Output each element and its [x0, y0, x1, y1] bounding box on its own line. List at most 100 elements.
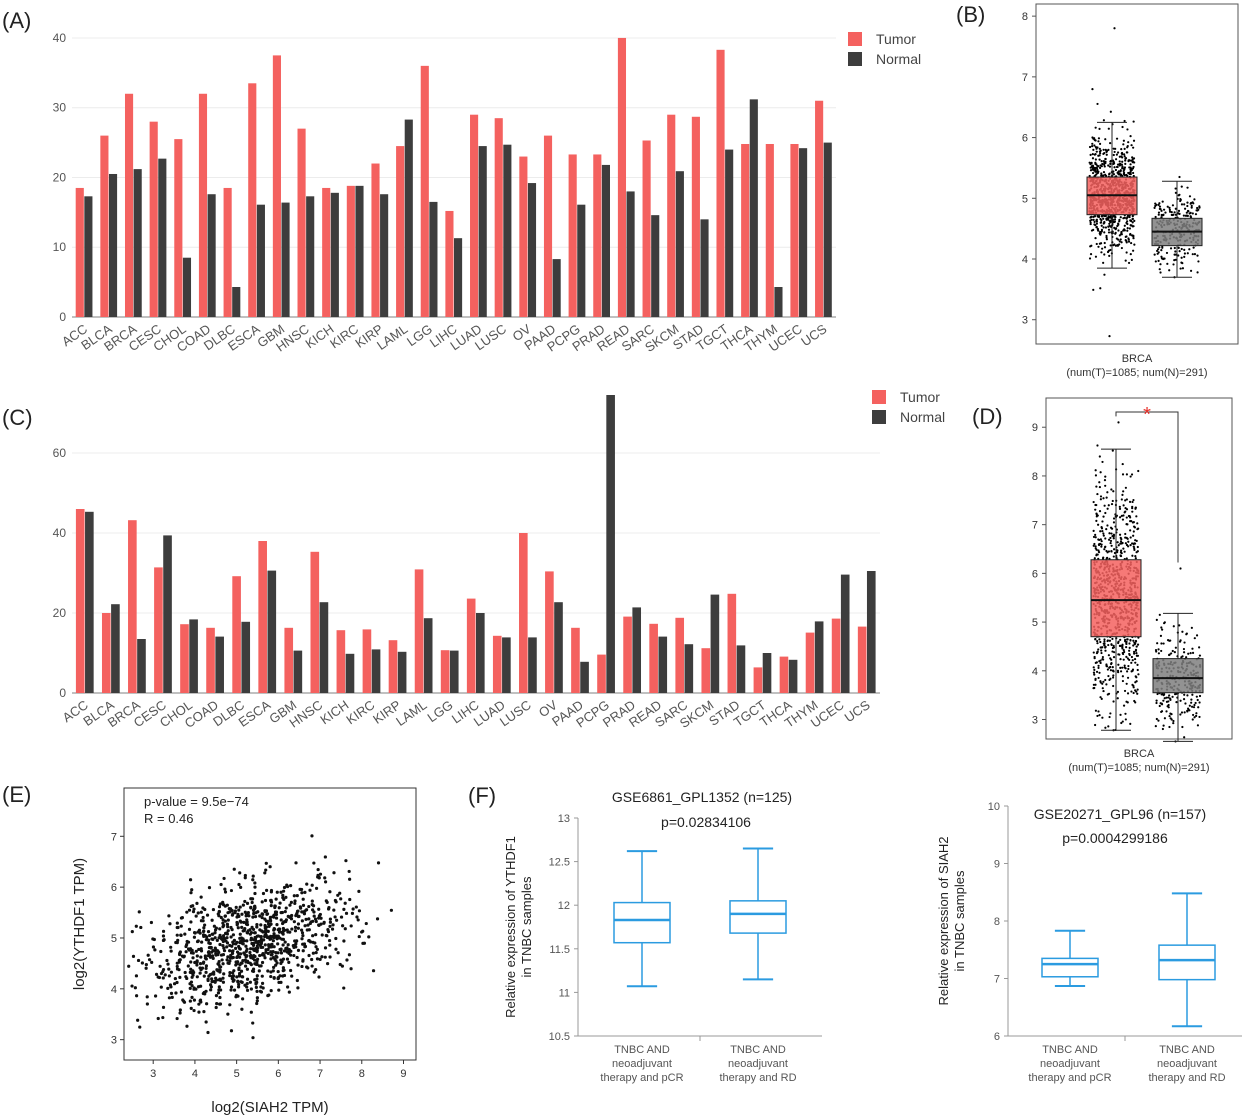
- scatter-point: [208, 941, 212, 946]
- scatter-point: [306, 923, 310, 927]
- data-point: [1110, 661, 1113, 665]
- data-point: [1095, 163, 1098, 166]
- data-point: [1187, 652, 1190, 655]
- data-point: [1102, 170, 1106, 174]
- data-point: [1125, 557, 1128, 560]
- y-tick-label: 5: [1032, 617, 1038, 629]
- data-point: [1092, 228, 1095, 231]
- scatter-point: [163, 973, 167, 977]
- data-point: [1116, 541, 1119, 544]
- scatter-point: [279, 951, 284, 955]
- scatter-point: [268, 865, 272, 869]
- y-tick-label: 5: [111, 933, 117, 945]
- scatter-point: [248, 961, 252, 965]
- bar-tumor: [543, 135, 553, 317]
- scatter-point: [334, 936, 338, 941]
- scatter-point: [249, 931, 254, 935]
- data-point: [1132, 235, 1135, 238]
- bar-tumor: [642, 140, 651, 317]
- y-tick-label: 5: [1022, 193, 1028, 205]
- scatter-point: [229, 888, 234, 893]
- data-point: [1129, 173, 1132, 176]
- data-point: [1112, 147, 1115, 150]
- scatter-point: [356, 918, 360, 922]
- data-point: [1168, 208, 1171, 211]
- scatter-point: [158, 964, 162, 968]
- scatter-point: [255, 989, 259, 993]
- data-point: [1112, 537, 1115, 540]
- scatter-point: [153, 948, 157, 952]
- scatter-point: [194, 987, 198, 991]
- data-point: [1097, 666, 1100, 670]
- data-point: [1091, 153, 1094, 156]
- y-tick-label: 7: [1032, 520, 1038, 532]
- scatter-point: [339, 897, 343, 901]
- scatter-point: [260, 960, 265, 965]
- scatter-point: [331, 923, 335, 927]
- bar-normal: [580, 661, 589, 693]
- data-point: [1102, 658, 1105, 661]
- data-point: [1098, 543, 1101, 546]
- scatter-point: [277, 988, 281, 992]
- scatter-point: [276, 942, 280, 946]
- data-point: [1173, 258, 1176, 262]
- scatter-point: [279, 918, 283, 922]
- data-point: [1126, 638, 1129, 641]
- data-point: [1165, 251, 1169, 255]
- scatter-point: [300, 928, 304, 932]
- data-point: [1168, 210, 1172, 213]
- data-point: [1135, 515, 1138, 518]
- scatter-point: [225, 958, 229, 962]
- x-category-label: therapy and RD: [719, 1072, 796, 1084]
- data-point: [1183, 203, 1186, 206]
- data-point: [1130, 661, 1133, 664]
- y-axis-subtitle: in TNBC samples: [519, 876, 534, 977]
- data-point: [1187, 210, 1190, 213]
- data-point: [1108, 224, 1111, 227]
- scatter-point: [281, 932, 285, 936]
- scatter-point: [300, 919, 304, 923]
- data-point: [1100, 545, 1103, 548]
- data-point: [1099, 661, 1102, 665]
- data-point: [1129, 529, 1132, 532]
- scatter-point: [344, 859, 348, 863]
- data-point: [1132, 639, 1135, 642]
- data-point: [1097, 676, 1100, 680]
- bar-normal: [454, 238, 463, 317]
- scatter-point: [210, 950, 214, 954]
- scatter-point: [312, 910, 316, 914]
- data-point: [1099, 696, 1102, 699]
- scatter-point: [190, 995, 194, 999]
- data-point: [1123, 511, 1126, 514]
- scatter-point: [159, 985, 163, 989]
- data-point: [1098, 455, 1101, 458]
- data-point: [1126, 229, 1129, 232]
- bar-tumor: [568, 154, 577, 317]
- scatter-point: [266, 947, 270, 952]
- data-point: [1196, 206, 1199, 210]
- data-point: [1094, 683, 1097, 686]
- data-point: [1116, 697, 1119, 700]
- bar-tumor: [310, 551, 320, 693]
- scatter-point: [281, 957, 286, 961]
- scatter-point: [221, 980, 226, 984]
- scatter-point: [230, 949, 234, 953]
- data-point: [1094, 145, 1097, 149]
- scatter-point: [253, 891, 257, 896]
- bar-tumor: [174, 139, 183, 317]
- data-point: [1109, 215, 1112, 219]
- data-point: [1166, 262, 1169, 265]
- data-point: [1182, 647, 1186, 651]
- scatter-point: [328, 920, 332, 924]
- data-point: [1100, 165, 1103, 168]
- scatter-point: [328, 943, 332, 947]
- data-point: [1105, 496, 1108, 499]
- data-point: [1088, 257, 1092, 260]
- data-point: [1121, 462, 1124, 466]
- scatter-point: [253, 881, 257, 885]
- chart-title: GSE6861_GPL1352 (n=125): [612, 789, 792, 805]
- data-point: [1116, 690, 1120, 694]
- data-point: [1179, 267, 1182, 270]
- data-point: [1123, 155, 1126, 158]
- data-point: [1132, 644, 1135, 647]
